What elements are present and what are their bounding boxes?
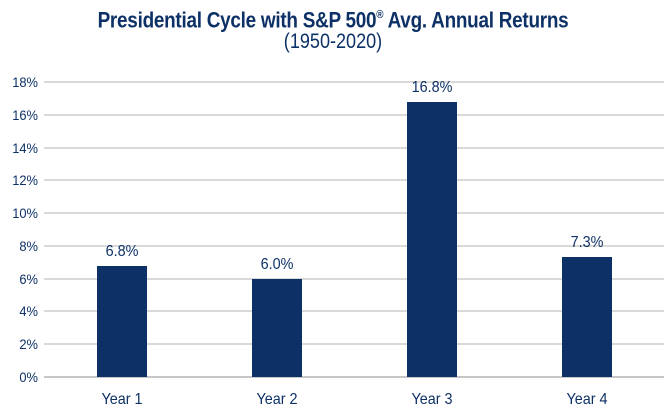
y-tick-label-16%: 16%	[12, 106, 39, 123]
gridline-14%	[44, 146, 664, 149]
y-tick-label-2%: 2%	[19, 336, 38, 353]
chart-title-part2: Avg. Annual Returns	[383, 7, 569, 33]
gridline-16%	[44, 113, 664, 116]
y-tick-label-10%: 10%	[12, 205, 39, 222]
bar-value-label-year-1: 6.8%	[105, 242, 138, 260]
gridline-18%	[44, 81, 664, 83]
gridline-10%	[44, 212, 664, 215]
gridline-8%	[44, 244, 664, 247]
chart-title: Presidential Cycle with S&P 500® Avg. An…	[98, 3, 569, 33]
bar-year-3	[406, 101, 457, 377]
y-tick-label-14%: 14%	[12, 139, 39, 156]
gridline-4%	[44, 310, 664, 313]
gridline-6%	[44, 277, 664, 280]
x-tick-label-year-1: Year 1	[100, 391, 143, 408]
y-tick-label-8%: 8%	[19, 237, 38, 254]
y-tick-label-6%: 6%	[19, 270, 38, 287]
bar-year-4	[561, 257, 612, 377]
registered-trademark-symbol: ®	[376, 9, 384, 21]
x-tick-label-year-2: Year 2	[255, 391, 298, 408]
bar-value-label-year-4: 7.3%	[570, 234, 603, 252]
y-tick-label-12%: 12%	[12, 172, 39, 189]
chart-subtitle: (1950-2020)	[283, 30, 383, 53]
y-tick-label-0%: 0%	[19, 369, 38, 385]
gridline-2%	[44, 343, 664, 346]
y-tick-label-4%: 4%	[19, 303, 38, 320]
plot-area: 6.8% 6.0% 16.8% 7.3%	[44, 78, 664, 378]
bar-value-label-year-2: 6.0%	[260, 255, 293, 273]
x-tick-label-year-4: Year 4	[565, 391, 608, 408]
chart-title-part1: Presidential Cycle with S&P 500	[97, 7, 377, 33]
bar-year-1	[96, 265, 147, 377]
bar-value-label-year-3: 16.8%	[411, 78, 452, 96]
gridline-12%	[44, 179, 664, 182]
y-tick-label-18%: 18%	[12, 74, 39, 90]
x-tick-label-year-3: Year 3	[410, 391, 453, 408]
gridline-0%	[44, 376, 664, 378]
bar-year-2	[251, 278, 302, 377]
